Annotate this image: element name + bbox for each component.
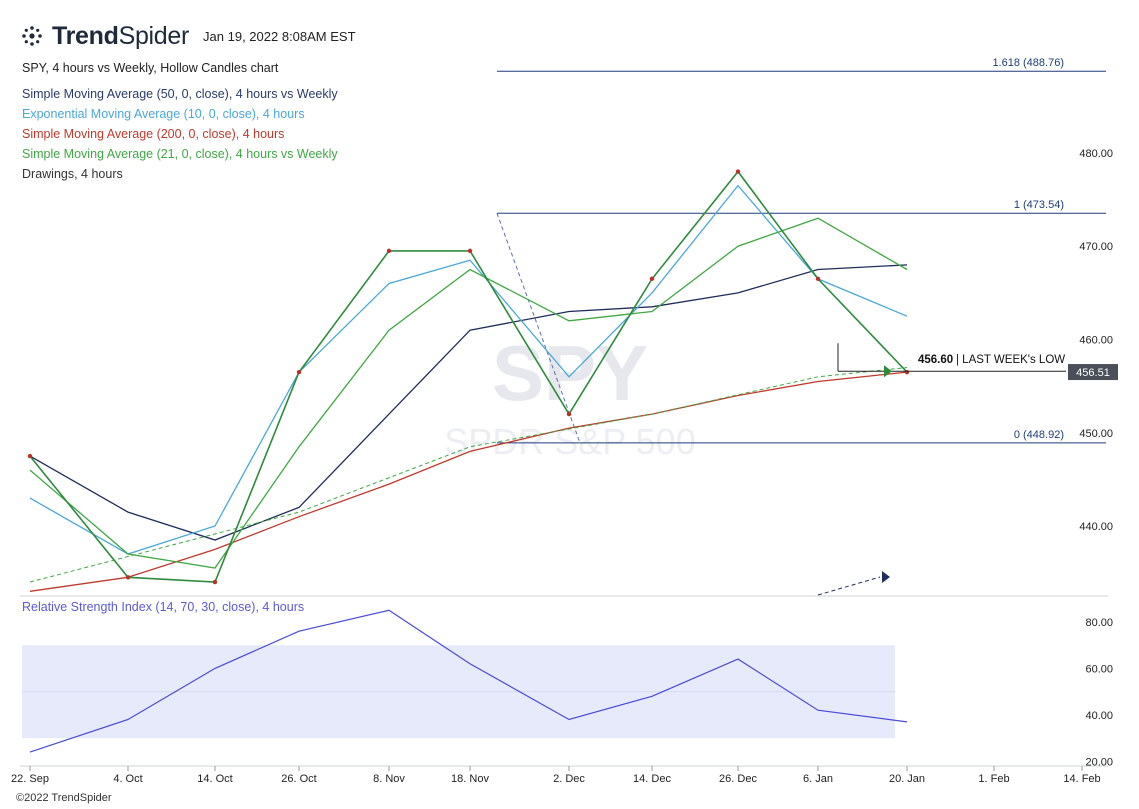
- rsi-series: [29, 609, 908, 753]
- last-price-box: [1068, 364, 1118, 381]
- brand-name: TrendSpider: [52, 21, 190, 50]
- fib-levels: 1.618 (488.76) 1 (473.54) 0 (448.92): [496, 57, 1106, 444]
- annotation-value: 456.60: [918, 354, 953, 366]
- rsi-axis: 20.00 40.00 60.00 80.00: [1085, 617, 1113, 768]
- x-tick-label: 26. Oct: [281, 773, 316, 785]
- x-tick-label: 1. Feb: [978, 773, 1009, 785]
- fib-label: 1.618 (488.76): [992, 57, 1064, 69]
- watermark-name: SPDR S&P 500: [444, 421, 695, 462]
- x-tick-label: 14. Feb: [1063, 773, 1100, 785]
- legend-sma200[interactable]: Simple Moving Average (200, 0, close), 4…: [22, 127, 285, 141]
- x-tick-label: 26. Dec: [719, 773, 757, 785]
- legend-rsi[interactable]: Relative Strength Index (14, 70, 30, clo…: [22, 600, 305, 614]
- rsi-tick-label: 60.00: [1085, 663, 1113, 675]
- price-point[interactable]: [212, 579, 218, 585]
- x-tick-label: 6. Jan: [803, 773, 833, 785]
- price-point[interactable]: [904, 369, 910, 375]
- price-point[interactable]: [386, 248, 392, 254]
- y-tick-label: 440.00: [1079, 521, 1113, 533]
- timestamp: Jan 19, 2022 8:08AM EST: [203, 28, 356, 44]
- price-point[interactable]: [566, 411, 572, 417]
- watermark-ticker: SPY: [492, 329, 648, 417]
- legend-drawings[interactable]: Drawings, 4 hours: [22, 167, 123, 181]
- x-tick-label: 14. Oct: [197, 773, 232, 785]
- x-tick-label: 4. Oct: [113, 773, 142, 785]
- x-tick-label: 18. Nov: [451, 773, 489, 785]
- legend-sma50[interactable]: Simple Moving Average (50, 0, close), 4 …: [22, 87, 338, 101]
- sma-weekly-dashed[interactable]: [29, 367, 908, 583]
- rsi-tick-label: 80.00: [1085, 617, 1113, 629]
- ma-line-3[interactable]: [29, 217, 908, 569]
- moving-averages: [29, 184, 908, 592]
- x-axis: 22. Sep 4. Oct 14. Oct 26. Oct 8. Nov 18. Nov…: [11, 765, 1108, 785]
- rsi-tick-label: 40.00: [1085, 710, 1113, 722]
- x-tick-label: 8. Nov: [373, 773, 405, 785]
- x-tick-label: 22. Sep: [11, 773, 49, 785]
- annotation-text: | LAST WEEK's LOW: [956, 354, 1065, 366]
- ma-line-0[interactable]: [29, 264, 908, 541]
- annotations: 456.60 | LAST WEEK's LOW 456.51: [817, 343, 1118, 596]
- projection-arrow-icon: [882, 571, 890, 583]
- legend-chart-title: SPY, 4 hours vs Weekly, Hollow Candles c…: [22, 61, 279, 75]
- last-price-label: 456.51: [1076, 367, 1110, 379]
- price-point[interactable]: [27, 453, 33, 459]
- legend-sma21[interactable]: Simple Moving Average (21, 0, close), 4 …: [22, 147, 338, 161]
- y-tick-label: 480.00: [1079, 148, 1113, 160]
- price-point[interactable]: [467, 248, 473, 254]
- y-tick-label: 470.00: [1079, 241, 1113, 253]
- header: TrendSpider Jan 19, 2022 8:08AM EST: [20, 20, 356, 52]
- rsi-line[interactable]: [29, 609, 908, 753]
- price-point[interactable]: [815, 276, 821, 282]
- price-point[interactable]: [296, 369, 302, 375]
- fib-label: 1 (473.54): [1014, 199, 1064, 211]
- x-tick-label: 2. Dec: [553, 773, 585, 785]
- rsi-tick-label: 20.00: [1085, 756, 1113, 768]
- y-tick-label: 450.00: [1079, 428, 1113, 440]
- price-point[interactable]: [125, 575, 131, 580]
- y-tick-label: 460.00: [1079, 334, 1113, 346]
- ma-line-2[interactable]: [29, 371, 908, 592]
- x-tick-label: 14. Dec: [633, 773, 671, 785]
- signal-arrow-icon: [884, 365, 892, 378]
- price-series: [27, 169, 910, 585]
- price-point[interactable]: [735, 169, 741, 174]
- fib-label: 0 (448.92): [1014, 429, 1064, 441]
- y-axis: 440.00 450.00 460.00 470.00 480.00: [1079, 148, 1113, 533]
- x-tick-label: 20. Jan: [889, 773, 925, 785]
- fib-anchor-line[interactable]: [496, 213, 581, 444]
- trendspider-logo-icon: [22, 26, 42, 46]
- projection-line[interactable]: [817, 576, 881, 596]
- ma-line-1[interactable]: [29, 184, 908, 555]
- price-point[interactable]: [649, 276, 655, 282]
- legend-ema10[interactable]: Exponential Moving Average (10, 0, close…: [22, 107, 305, 121]
- copyright: ©2022 TrendSpider: [16, 792, 112, 804]
